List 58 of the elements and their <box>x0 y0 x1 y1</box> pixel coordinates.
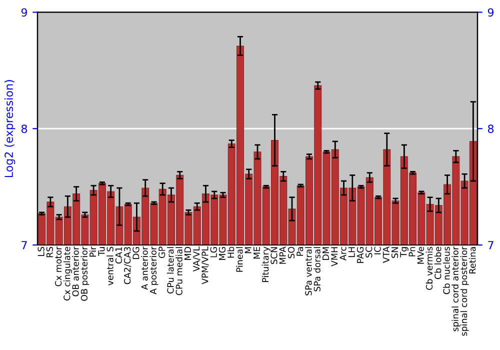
x-tick-label: Pir <box>89 246 96 257</box>
x-tick-label: VTA <box>382 246 390 263</box>
x-tick-label: Arc <box>340 246 346 261</box>
y2-tick-label: 8 <box>488 124 494 134</box>
x-tick-label: CPu lateral <box>166 247 174 294</box>
x-tick-label: spinal cord posterior <box>460 246 469 336</box>
x-tick-label: Cb vermis <box>426 246 433 290</box>
y-tick-label: 7 <box>22 241 27 250</box>
y2-tick-label: 9 <box>488 8 494 17</box>
x-tick-label: Pa <box>296 247 304 256</box>
x-tick-label: spinal cord anterior <box>452 246 460 332</box>
y2-tick-label: 7 <box>488 241 494 250</box>
x-tick-label: Cb lobe <box>434 246 442 280</box>
x-tick-label: Pineal <box>236 247 243 272</box>
x-tick-label: SPa ventral <box>305 247 312 296</box>
x-tick-label: SO <box>288 246 295 258</box>
x-tick-label: MVe <box>417 246 424 264</box>
x-tick-label: M <box>244 247 252 254</box>
x-tick-label: A posterior <box>150 246 158 294</box>
y-tick-label: 9 <box>21 8 27 17</box>
x-tick-label: Hb <box>227 246 234 258</box>
x-tick-label: SN <box>391 247 398 258</box>
x-tick-label: SC <box>366 246 372 258</box>
x-tick-label: Cb nucleus <box>443 246 450 294</box>
x-tick-label: CPu medial <box>176 247 182 296</box>
x-tick-label: MG <box>218 247 226 260</box>
x-tick-label: SPa dorsal <box>314 247 320 292</box>
x-tick-label: CA1 <box>115 247 122 264</box>
x-tick-label: LG <box>210 247 217 258</box>
x-tick-label: OB posterior <box>80 246 90 301</box>
x-tick-label: PAG <box>356 247 364 263</box>
x-tick-label: OB anterior <box>72 246 79 296</box>
x-tick-label: GP <box>158 246 166 258</box>
x-tick-label: Cx motor <box>54 246 62 286</box>
x-tick-label: Tu <box>98 247 105 256</box>
x-tick-label: RS <box>46 246 53 258</box>
x-tick-label: IC <box>374 246 381 254</box>
x-tick-label: DG <box>132 247 140 260</box>
x-tick-label: MPA <box>279 246 286 264</box>
x-tick-label: Pituitary <box>262 246 270 282</box>
x-tick-label: DM <box>322 247 329 260</box>
x-tick-label: VPM/VPL <box>202 246 209 284</box>
x-tick-label: VMH <box>331 247 338 266</box>
y-tick-label: 8 <box>21 124 28 134</box>
x-tick-label: ME <box>254 246 260 259</box>
x-tick-label: LH <box>348 247 355 257</box>
x-tick-label: ventral S <box>106 246 114 286</box>
x-tick-label: VA/VL <box>193 246 200 272</box>
y-axis-title: Log2 (expression) <box>4 80 16 178</box>
x-tick-label: Pn <box>408 247 416 256</box>
x-tick-label: A anterior <box>141 246 148 290</box>
x-tick-label: SCN <box>270 247 278 264</box>
x-tick-label: CA2/CA3 <box>124 247 132 284</box>
x-tick-label: MD <box>184 246 191 260</box>
x-tick-label: Retina <box>468 247 476 274</box>
x-tick-label: LS <box>38 246 44 256</box>
x-tick-label: Tg <box>400 247 408 258</box>
x-tick-label: Cx cingulate <box>63 246 72 300</box>
